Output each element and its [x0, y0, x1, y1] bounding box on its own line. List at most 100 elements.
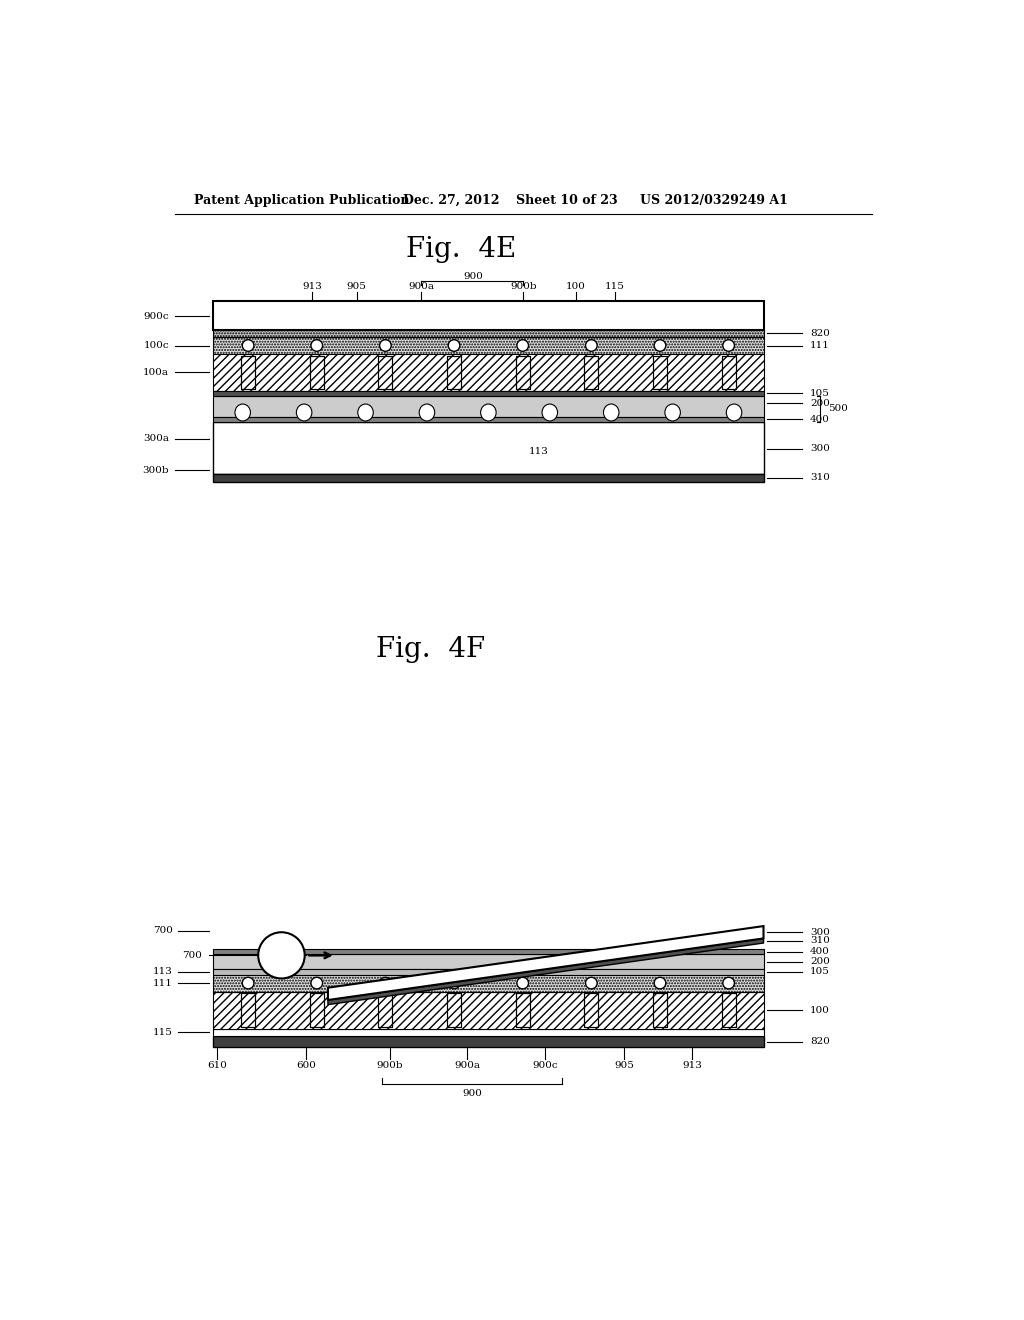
Text: 300: 300	[810, 445, 829, 453]
Text: 700: 700	[153, 927, 173, 935]
Ellipse shape	[296, 404, 312, 421]
Ellipse shape	[480, 404, 496, 421]
Text: 820: 820	[810, 1038, 829, 1045]
Bar	[310, 355, 324, 389]
Text: 400: 400	[810, 414, 829, 424]
Bar	[379, 355, 392, 389]
Circle shape	[258, 932, 305, 978]
Bar	[310, 993, 324, 1027]
Bar	[447, 355, 461, 389]
Bar	[516, 355, 529, 389]
Text: 200: 200	[810, 957, 829, 966]
Text: 900b: 900b	[377, 1061, 403, 1071]
Ellipse shape	[542, 404, 557, 421]
Bar	[213, 330, 764, 337]
Circle shape	[517, 977, 528, 989]
Bar	[653, 993, 667, 1027]
Polygon shape	[328, 927, 764, 1001]
Bar	[213, 422, 764, 474]
Bar	[213, 417, 764, 422]
Bar	[722, 355, 735, 389]
Bar	[213, 991, 764, 1028]
Bar	[213, 337, 764, 354]
Text: Dec. 27, 2012: Dec. 27, 2012	[403, 194, 500, 207]
Text: Sheet 10 of 23: Sheet 10 of 23	[515, 194, 617, 207]
Bar	[213, 474, 764, 482]
Text: 900: 900	[462, 1089, 482, 1098]
Text: 400: 400	[810, 946, 829, 956]
Bar	[213, 354, 764, 391]
Text: 900a: 900a	[408, 282, 434, 292]
Text: 820: 820	[810, 329, 829, 338]
Circle shape	[243, 339, 254, 351]
Bar	[516, 993, 529, 1027]
Circle shape	[311, 339, 323, 351]
Text: 600: 600	[296, 1061, 316, 1071]
Bar	[447, 993, 461, 1027]
Circle shape	[586, 977, 597, 989]
Ellipse shape	[726, 404, 741, 421]
Bar	[213, 301, 764, 330]
Bar	[722, 355, 735, 389]
Bar	[213, 1036, 764, 1047]
Text: 300a: 300a	[143, 434, 169, 444]
Text: 300b: 300b	[142, 466, 169, 475]
Bar	[585, 355, 598, 389]
Text: 115: 115	[605, 282, 625, 292]
Text: 905: 905	[347, 282, 367, 292]
Text: 100: 100	[566, 282, 586, 292]
Circle shape	[723, 977, 734, 989]
Circle shape	[723, 339, 734, 351]
Bar	[213, 396, 764, 417]
Bar	[213, 1028, 764, 1036]
Ellipse shape	[357, 404, 374, 421]
Text: 113: 113	[528, 446, 549, 455]
Bar	[516, 993, 529, 1027]
Bar	[213, 974, 764, 991]
Polygon shape	[328, 939, 764, 1005]
Bar	[213, 954, 764, 969]
Bar	[310, 993, 324, 1027]
Bar	[241, 993, 255, 1027]
Bar	[379, 993, 392, 1027]
Circle shape	[449, 977, 460, 989]
Text: 900c: 900c	[143, 312, 169, 321]
Bar	[722, 993, 735, 1027]
Circle shape	[380, 339, 391, 351]
Text: 500: 500	[827, 404, 848, 413]
Bar	[447, 355, 461, 389]
Text: 913: 913	[682, 1061, 702, 1071]
Bar	[379, 355, 392, 389]
Circle shape	[517, 339, 528, 351]
Text: 900: 900	[463, 272, 482, 281]
Circle shape	[311, 977, 323, 989]
Text: Fig.  4E: Fig. 4E	[407, 236, 516, 263]
Circle shape	[654, 339, 666, 351]
Text: Patent Application Publication: Patent Application Publication	[194, 194, 410, 207]
Bar	[585, 355, 598, 389]
Bar	[722, 993, 735, 1027]
Bar	[585, 993, 598, 1027]
Bar	[653, 355, 667, 389]
Bar	[241, 355, 255, 389]
Bar	[241, 355, 255, 389]
Text: 610: 610	[207, 1061, 227, 1071]
Ellipse shape	[665, 404, 680, 421]
Bar	[213, 949, 764, 954]
Text: 310: 310	[810, 936, 829, 945]
Circle shape	[449, 339, 460, 351]
Text: 905: 905	[614, 1061, 634, 1071]
Bar	[241, 993, 255, 1027]
Bar	[213, 391, 764, 396]
Bar	[213, 969, 764, 974]
Bar	[653, 993, 667, 1027]
Text: 111: 111	[810, 341, 829, 350]
Ellipse shape	[419, 404, 435, 421]
Text: 900a: 900a	[455, 1061, 480, 1071]
Circle shape	[654, 977, 666, 989]
Text: 900c: 900c	[532, 1061, 558, 1071]
Bar	[585, 993, 598, 1027]
Circle shape	[243, 977, 254, 989]
Text: 100c: 100c	[143, 341, 169, 350]
Text: 700: 700	[181, 950, 202, 960]
